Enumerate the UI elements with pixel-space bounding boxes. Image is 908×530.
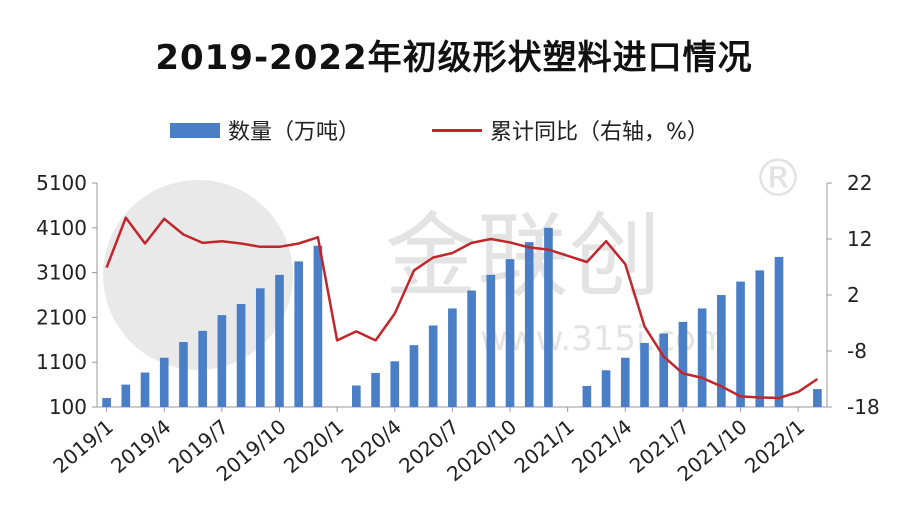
legend-bar-label: 数量（万吨）	[228, 120, 361, 145]
bar	[255, 288, 265, 407]
y-right-tick-label: -8	[847, 339, 867, 363]
y-left-tick-label: 1100	[36, 350, 87, 374]
bar	[505, 259, 515, 407]
bar	[428, 325, 438, 407]
bar	[448, 308, 457, 407]
legend-line-swatch	[432, 128, 482, 132]
bar	[275, 274, 284, 407]
y-left-tick-label: 4100	[36, 216, 87, 240]
bar-series	[102, 227, 822, 407]
x-tick-label: 2019/1	[48, 414, 117, 478]
chart-title: 2019-2022年初级形状塑料进口情况	[155, 38, 753, 78]
y-left-tick-label: 3100	[36, 261, 87, 285]
bar	[582, 385, 592, 407]
y-right-tick-label: 2	[847, 283, 860, 307]
bar	[640, 342, 649, 407]
bar	[102, 398, 111, 407]
bar	[717, 295, 726, 407]
x-tick-label: 2021/4	[567, 414, 636, 478]
bar	[774, 256, 784, 407]
x-tick-label: 2019/4	[106, 414, 175, 478]
line-series	[105, 216, 819, 400]
bar	[755, 270, 765, 407]
bar	[371, 372, 380, 407]
bar	[620, 357, 630, 407]
bar	[486, 274, 496, 407]
x-tick-label: 2022/1	[740, 414, 809, 478]
bar	[659, 333, 669, 407]
yoy-line	[105, 216, 819, 400]
bar	[467, 290, 476, 407]
bar	[159, 357, 169, 407]
bar	[697, 308, 707, 407]
y-right-tick-label: 12	[847, 227, 872, 251]
bar	[524, 242, 534, 407]
y-left-tick-label: 5100	[36, 171, 87, 195]
y-right-tick-label: 22	[847, 171, 872, 195]
bar	[390, 361, 400, 407]
watermark-url: www.315i.com	[480, 319, 729, 359]
legend-bar-swatch	[170, 122, 220, 138]
legend-item-line: 累计同比（右轴，%）	[432, 114, 709, 146]
bar	[601, 370, 611, 407]
y-right-tick-label: -18	[847, 395, 880, 419]
legend-line-label: 累计同比（右轴，%）	[490, 120, 709, 145]
bar	[179, 342, 188, 407]
watermark: 金联创 www.315i.com ®	[103, 149, 804, 370]
bar	[217, 315, 227, 407]
watermark-registered-mark: ®	[752, 149, 804, 209]
bar	[736, 281, 745, 407]
x-tick-label: 2021/1	[510, 414, 579, 478]
bar	[678, 321, 688, 407]
bar	[236, 303, 246, 407]
y-left-tick-label: 100	[49, 395, 87, 419]
watermark-logo-circle	[103, 180, 293, 370]
bar	[140, 372, 150, 407]
bar	[294, 261, 304, 407]
bar	[813, 389, 822, 407]
bar	[409, 345, 419, 407]
bar	[313, 245, 323, 407]
watermark-text: 金联创	[385, 203, 661, 310]
bar	[352, 385, 361, 407]
bar	[198, 330, 207, 407]
y-left-tick-label: 2100	[36, 305, 87, 329]
bar	[121, 384, 131, 407]
x-tick-label: 2020/1	[279, 414, 348, 478]
legend-item-bar: 数量（万吨）	[170, 114, 360, 146]
bar	[544, 227, 553, 407]
x-tick-label: 2020/4	[337, 414, 406, 478]
